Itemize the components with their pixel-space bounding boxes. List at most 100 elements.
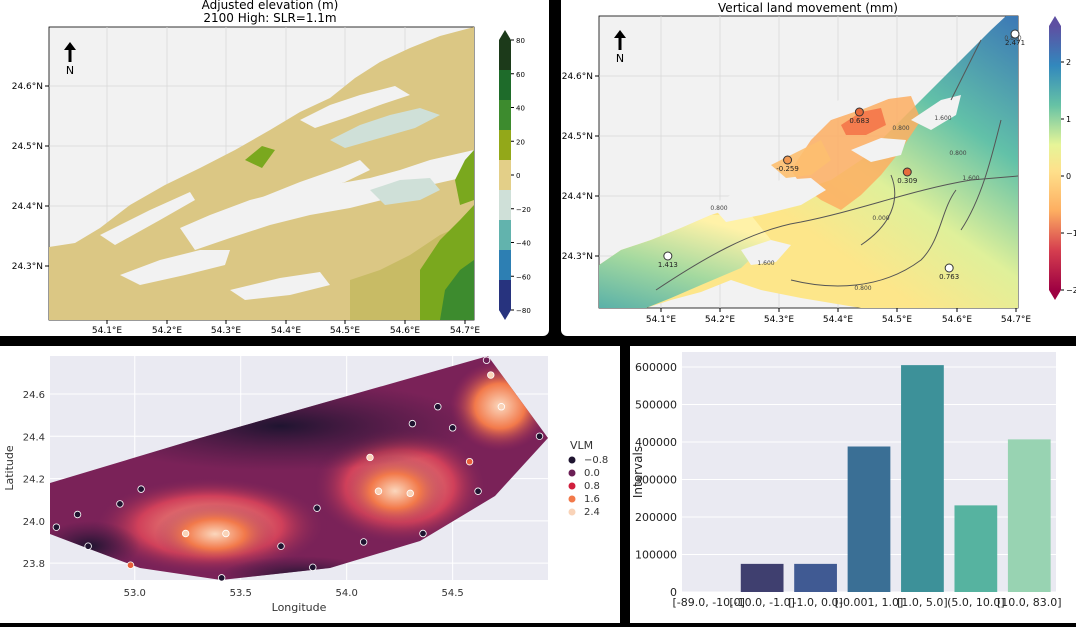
vlm-title: Vertical land movement (mm)	[718, 1, 898, 15]
y-tick-label: 23.8	[23, 559, 45, 570]
north-arrow-icon	[614, 30, 626, 50]
vlm-point	[52, 523, 61, 531]
interval-bar-chart: 0 100000 200000 300000 400000 500000 600000 [-…	[631, 352, 1062, 609]
legend-label: 1.6	[584, 494, 600, 505]
y-tick-label: 400000	[635, 436, 677, 449]
elevation-land	[49, 27, 474, 320]
y-tick-label: 24.6°N	[12, 82, 43, 92]
colorbar-tick-label: 2	[1066, 58, 1071, 67]
bar-2	[794, 563, 837, 592]
y-tick-label: 200000	[635, 511, 677, 524]
vlm-point	[465, 457, 474, 466]
colorbar-segment	[499, 40, 511, 71]
vlm-point	[359, 538, 368, 546]
bar-5	[954, 505, 998, 592]
colorbar-tick-label: −20	[516, 206, 531, 214]
contour-label: 0.800	[854, 285, 871, 292]
x-tick-label: 54.3°E	[211, 326, 242, 336]
bar-6	[1007, 439, 1051, 592]
y-tick-label: 24.2	[23, 475, 45, 486]
vlm-surface	[599, 16, 1018, 308]
x-tick-label: 54.6°E	[942, 315, 973, 325]
vlm-point	[137, 485, 145, 493]
vlm-point	[482, 356, 491, 364]
colorbar-tick-label: 60	[516, 71, 525, 79]
interp-xlabel: Longitude	[272, 601, 327, 614]
legend-marker	[568, 469, 576, 477]
x-tick-label: 54.5	[442, 588, 464, 599]
x-tick-label: (5.0, 10.0]	[947, 596, 1005, 609]
x-tick-label: 54.3°E	[764, 315, 795, 325]
x-tick-label: 54.4°E	[823, 315, 854, 325]
vlm-point	[277, 542, 285, 550]
colorbar-segment	[499, 250, 511, 281]
station-marker	[944, 263, 954, 273]
vlm-point	[419, 529, 427, 538]
vlm-contours	[655, 39, 1019, 291]
vlm-point	[474, 487, 482, 495]
vlm-point	[434, 403, 442, 411]
vlm-point	[222, 529, 230, 538]
interp-x-ticks: 53.0 53.5 54.0 54.5	[124, 588, 464, 599]
north-label: N	[616, 52, 624, 65]
vlm-point	[116, 500, 124, 508]
y-tick-label: 24.3°N	[562, 252, 593, 262]
colorbar-tick-label: 20	[516, 138, 525, 146]
north-arrow-icon	[64, 42, 76, 62]
station-label: 2.471	[1005, 39, 1025, 47]
x-tick-label: 53.5	[230, 588, 252, 599]
station-label: 0.309	[897, 177, 917, 185]
station-marker	[1010, 29, 1020, 39]
y-tick-label: 24.3°N	[12, 262, 43, 272]
legend-label: 0.8	[584, 481, 600, 492]
colorbar-tick-label: 80	[516, 37, 525, 45]
station-label: 0.763	[939, 273, 959, 281]
colorbar-tick-label: 1	[1066, 115, 1071, 124]
vlm-point	[366, 453, 374, 462]
elevation-subtitle: 2100 High: SLR=1.1m	[203, 11, 336, 25]
y-tick-label: 0	[670, 586, 677, 599]
vlm-point	[217, 574, 226, 582]
station-label: 0.683	[849, 117, 869, 125]
vlm-point	[535, 432, 544, 441]
vlm-panel: Vertical land movement (mm)	[561, 0, 1076, 336]
station-marker	[902, 167, 912, 177]
bar-ylabel: Intervals	[631, 446, 645, 498]
colorbar-tick-label: −40	[516, 240, 531, 248]
x-tick-label: 54.1°E	[92, 326, 123, 336]
legend-label: −0.8	[584, 455, 608, 466]
y-tick-label: 600000	[635, 361, 677, 374]
x-tick-label: [-89.0, -10.0]	[672, 596, 745, 609]
vlm-point	[181, 529, 190, 538]
elevation-y-ticks: 24.6°N 24.5°N 24.4°N 24.3°N	[12, 82, 49, 272]
vlm-point	[448, 424, 457, 432]
colorbar-segment	[499, 130, 511, 161]
station-marker	[783, 155, 793, 165]
station-label: -0.259	[776, 165, 799, 173]
x-tick-label: 54.7°E	[450, 326, 481, 336]
colorbar-segment	[499, 100, 511, 131]
x-tick-label: 54.5°E	[330, 326, 361, 336]
interp-ylabel: Latitude	[3, 445, 16, 491]
contour-label: 0.800	[1004, 35, 1021, 42]
contour-label: 0.000	[872, 215, 889, 222]
vlm-point	[406, 489, 414, 498]
x-tick-label: 54.2°E	[152, 326, 183, 336]
y-tick-label: 24.6	[23, 390, 45, 401]
legend-label: 0.0	[584, 468, 600, 479]
x-tick-label: 54.6°E	[390, 326, 421, 336]
vlm-point	[374, 487, 383, 495]
y-tick-label: 24.4°N	[562, 192, 593, 202]
interp-points	[52, 356, 544, 582]
y-tick-label: 24.0	[23, 517, 45, 528]
y-tick-label: 500000	[635, 399, 677, 412]
contour-label: 0.800	[949, 150, 966, 157]
x-tick-label: [-10.0, -1.0]	[729, 596, 795, 609]
elevation-panel: Adjusted elevation (m) 2100 High: SLR=1.…	[0, 0, 549, 336]
vlm-colorbar-ticks: 2 1 0 −1 −2	[1061, 58, 1076, 295]
y-tick-label: 300000	[635, 474, 677, 487]
vlm-contour-labels: 0.800 1.600 0.000 0.800 1.600 0.800 1.600 0.800…	[710, 35, 1021, 292]
contour-label: 1.600	[934, 115, 951, 122]
x-tick-label: 54.4°E	[271, 326, 302, 336]
colorbar-tick-label: 0	[516, 172, 520, 180]
